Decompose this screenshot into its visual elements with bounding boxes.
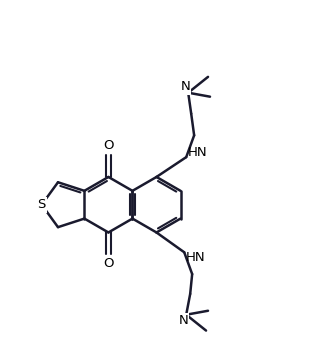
Text: O: O	[103, 257, 114, 270]
Text: HN: HN	[188, 146, 208, 159]
Text: N: N	[179, 314, 188, 327]
Text: HN: HN	[186, 251, 206, 264]
Text: S: S	[38, 198, 46, 211]
Text: N: N	[180, 80, 190, 93]
Text: O: O	[103, 139, 114, 152]
